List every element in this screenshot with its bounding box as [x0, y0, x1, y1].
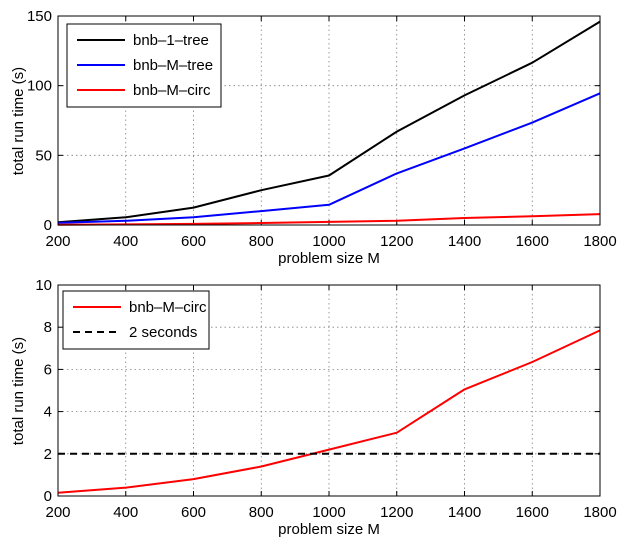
legend-label: bnb–M–tree [133, 57, 213, 74]
y-tick-label: 0 [44, 488, 52, 505]
y-tick-label: 4 [44, 404, 52, 421]
x-tick-label: 1000 [312, 233, 345, 250]
y-tick-label: 100 [27, 78, 52, 95]
y-axis-label: total run time (s) [10, 67, 27, 175]
x-tick-label: 400 [113, 233, 138, 250]
x-tick-label: 400 [113, 504, 138, 521]
chart-top: total run time (s) problem size M 200 400… [10, 8, 617, 267]
y-tick-label: 8 [44, 319, 52, 336]
series-line [58, 93, 600, 223]
x-tick-label: 1000 [312, 504, 345, 521]
x-tick-label: 1400 [448, 504, 481, 521]
chart-bottom: total run time (s) problem size M 200 400… [10, 277, 617, 538]
x-axis-label: problem size M [278, 521, 380, 538]
legend-label: 2 seconds [129, 324, 197, 341]
y-tick-label: 50 [35, 147, 52, 164]
y-axis-label: total run time (s) [10, 337, 27, 445]
x-tick-label: 1600 [516, 233, 549, 250]
x-tick-label: 800 [249, 233, 274, 250]
legend-label: bnb–M–circ [129, 299, 207, 316]
y-tick-label: 0 [44, 217, 52, 234]
legend-label: bnb–M–circ [133, 82, 211, 99]
x-tick-label: 1200 [380, 504, 413, 521]
y-tick-label: 150 [27, 8, 52, 25]
x-tick-label: 200 [45, 233, 70, 250]
x-axis-label: problem size M [278, 250, 380, 267]
x-tick-label: 1600 [516, 504, 549, 521]
y-tick-label: 2 [44, 446, 52, 463]
x-tick-label: 1800 [583, 233, 616, 250]
x-tick-label: 600 [181, 233, 206, 250]
y-tick-label: 10 [35, 277, 52, 294]
x-tick-label: 200 [45, 504, 70, 521]
x-tick-label: 800 [249, 504, 274, 521]
legend-label: bnb–1–tree [133, 32, 209, 49]
y-tick-label: 6 [44, 361, 52, 378]
x-tick-label: 1400 [448, 233, 481, 250]
x-tick-label: 600 [181, 504, 206, 521]
x-tick-label: 1200 [380, 233, 413, 250]
x-tick-label: 1800 [583, 504, 616, 521]
